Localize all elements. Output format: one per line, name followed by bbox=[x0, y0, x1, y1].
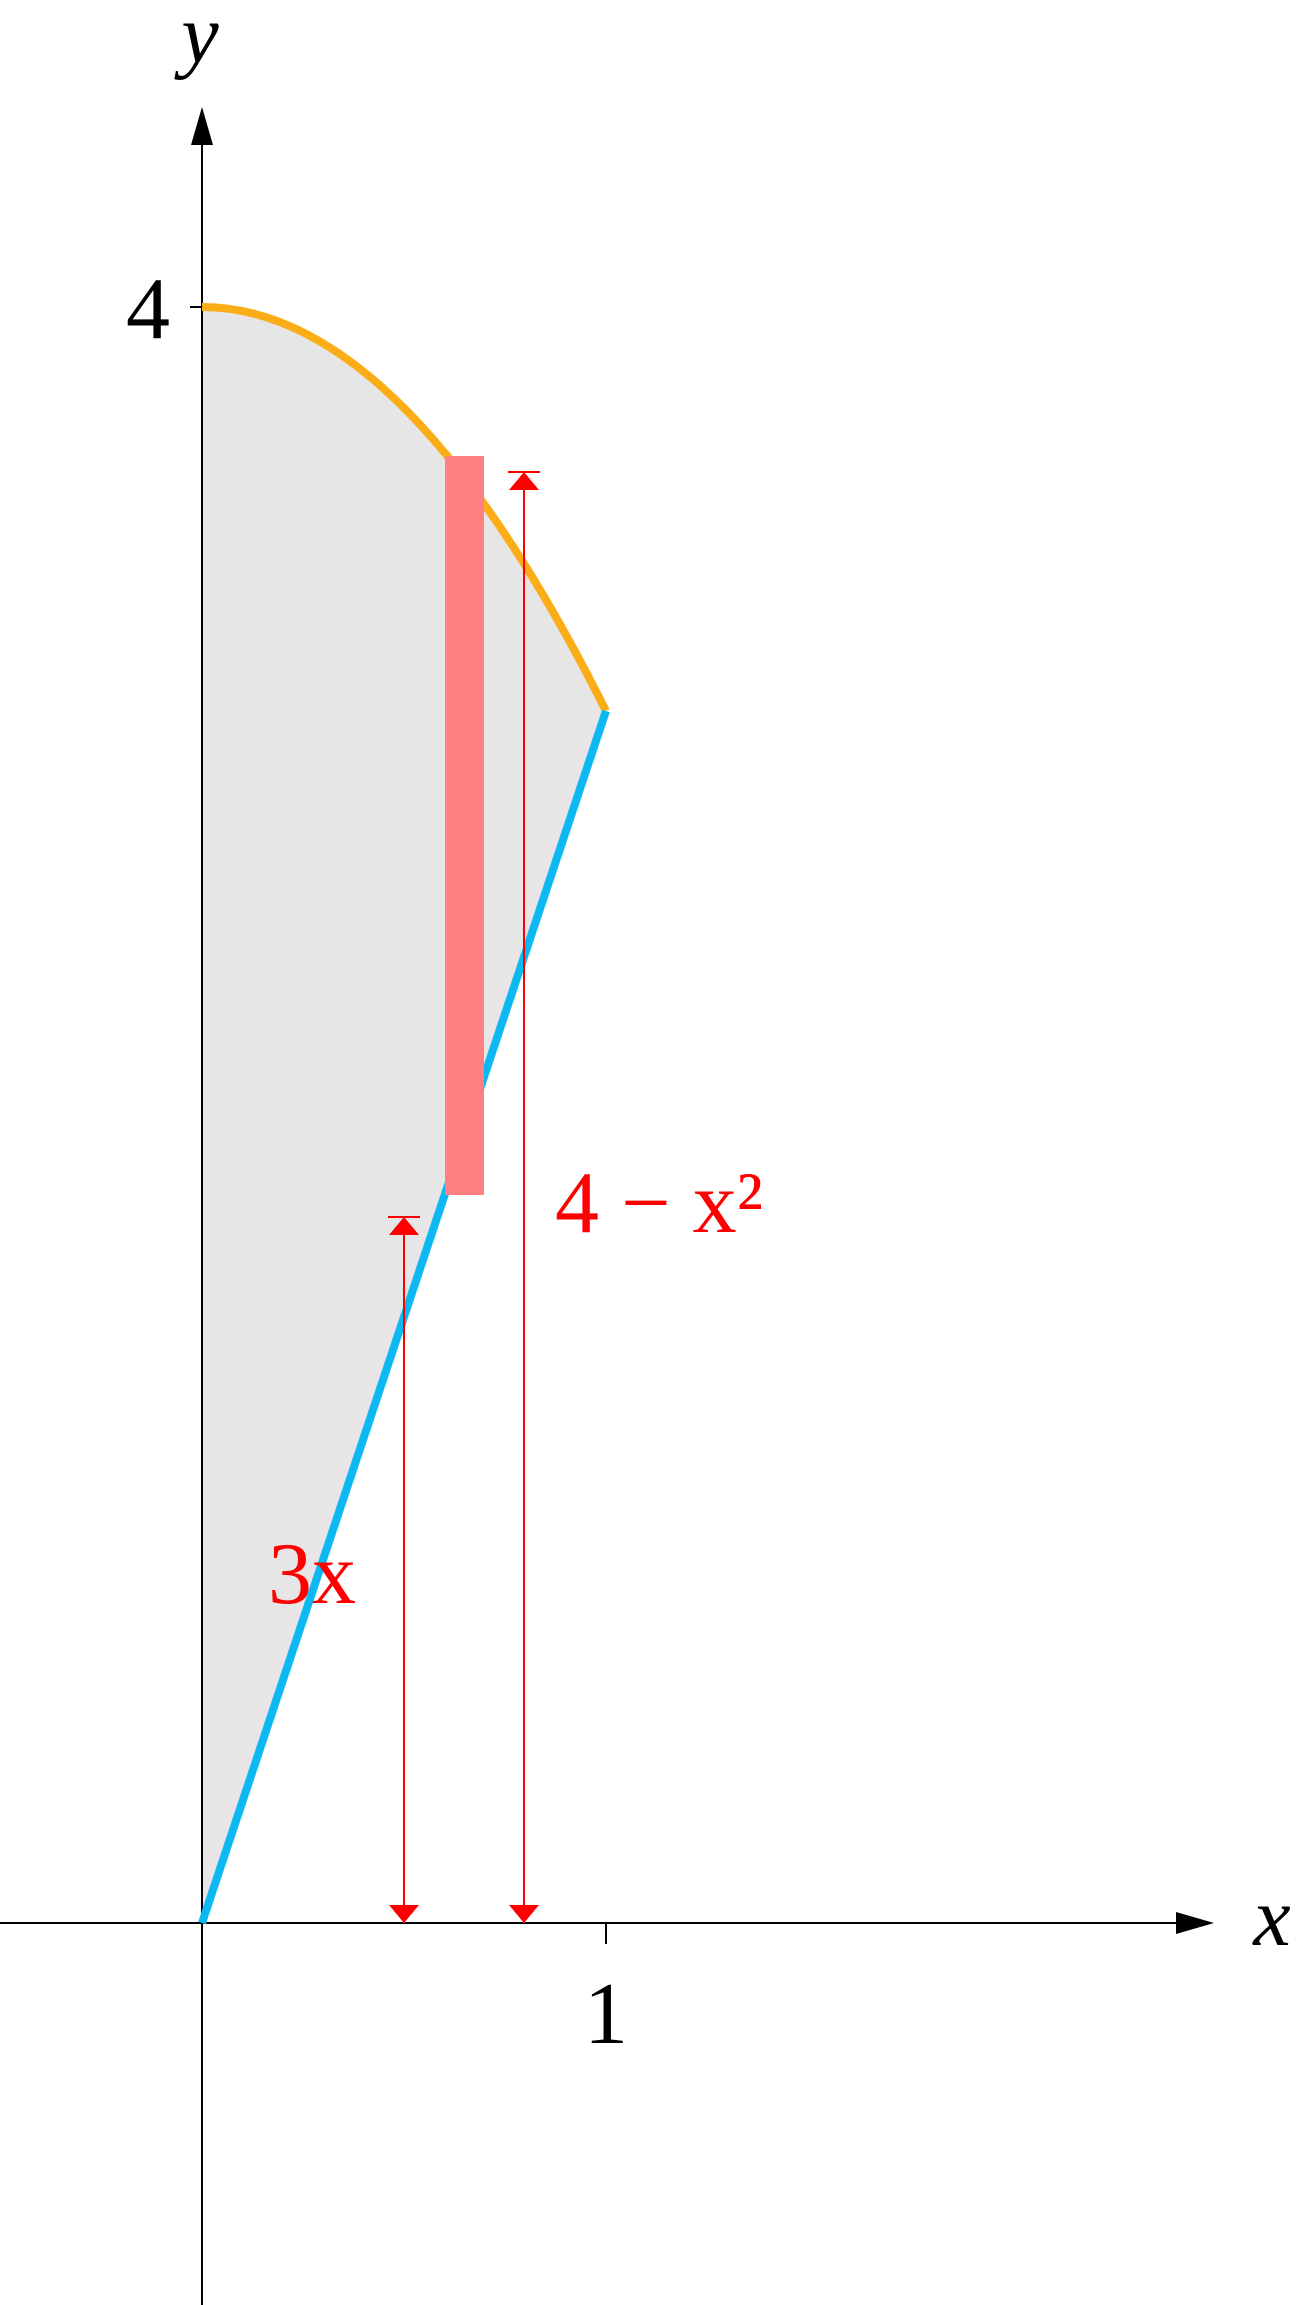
y-arrow bbox=[191, 107, 213, 145]
parabola bbox=[201, 303, 610, 713]
y-axis-label: y bbox=[173, 0, 219, 81]
strip bbox=[445, 456, 484, 1195]
upper-curve-label: 4 − x² bbox=[555, 1155, 763, 1252]
x-tick-label: 1 bbox=[584, 1966, 628, 2063]
lower-curve-label: 3x bbox=[268, 1526, 356, 1623]
x-arrow bbox=[1176, 1912, 1214, 1934]
x-axis-label: x bbox=[1251, 1871, 1290, 1964]
region bbox=[202, 307, 606, 1923]
y-tick-label: 4 bbox=[126, 261, 170, 358]
